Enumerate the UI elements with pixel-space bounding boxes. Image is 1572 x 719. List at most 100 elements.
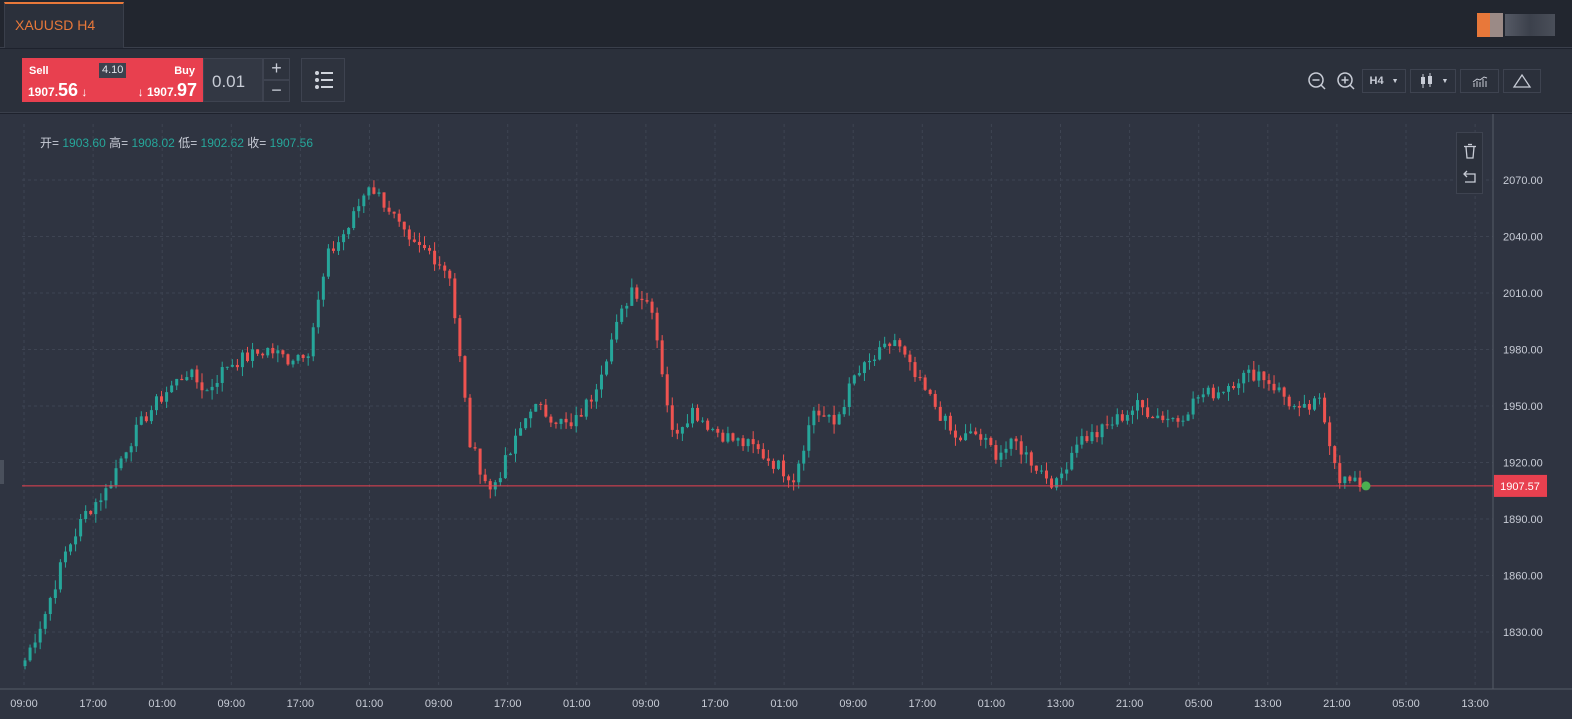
candle-body xyxy=(817,410,821,416)
order-list-button[interactable] xyxy=(301,58,345,102)
candle-body xyxy=(812,410,816,426)
candle-body xyxy=(256,349,260,354)
lot-size-input[interactable]: 0.01 xyxy=(203,58,263,102)
candle-body xyxy=(301,354,305,359)
candle-body xyxy=(114,468,118,486)
timeframe-select[interactable]: H4 ▼ xyxy=(1362,69,1406,93)
close-label: 收= xyxy=(247,136,267,150)
candle-body xyxy=(215,382,219,387)
open-label: 开= xyxy=(40,136,60,150)
chart-area[interactable]: 2070.00 2040.00 2010.00 1980.00 1950.00 1920.… xyxy=(0,114,1572,719)
candle-body xyxy=(1110,424,1114,426)
x-tick-label: 05:00 xyxy=(1392,698,1420,710)
candle-body xyxy=(28,647,32,661)
candle-body xyxy=(923,377,927,390)
candle-body xyxy=(832,414,836,425)
sell-label: Sell xyxy=(29,65,49,77)
y-tick-label: 1860.00 xyxy=(1503,571,1543,583)
low-value: 1902.62 xyxy=(200,136,244,150)
candle-body xyxy=(1211,387,1215,399)
y-tick-label: 1830.00 xyxy=(1503,627,1543,639)
candle-body xyxy=(979,434,983,440)
candle-body xyxy=(129,446,133,453)
candle-body xyxy=(913,362,917,378)
undo-icon[interactable] xyxy=(1462,169,1478,185)
indicators-icon xyxy=(1472,76,1487,87)
trash-icon[interactable] xyxy=(1462,143,1478,159)
high-label: 高= xyxy=(109,136,129,150)
candle-body xyxy=(1019,441,1023,455)
chart-type-select[interactable]: ▼ xyxy=(1410,69,1456,93)
candle-body xyxy=(1323,397,1327,423)
candle-body xyxy=(38,628,42,643)
drawing-tools-button[interactable] xyxy=(1503,69,1541,93)
candle-body xyxy=(286,354,290,365)
candle-body xyxy=(1100,424,1104,438)
candle-body xyxy=(443,265,447,271)
candle-body xyxy=(463,356,467,398)
sell-price-small: 1907. xyxy=(28,85,59,99)
candle-body xyxy=(847,383,851,408)
candle-body xyxy=(1237,383,1241,389)
candle-body xyxy=(746,439,750,447)
lot-increase-button[interactable]: + xyxy=(263,58,290,80)
candle-body xyxy=(352,211,356,229)
candle-body xyxy=(1075,444,1079,453)
zoom-in-icon[interactable] xyxy=(1334,69,1358,93)
candle-body xyxy=(1070,452,1074,470)
candle-body xyxy=(680,427,684,434)
candle-body xyxy=(867,360,871,363)
candle-body xyxy=(104,488,108,501)
candle-body xyxy=(1065,469,1069,474)
x-tick-label: 01:00 xyxy=(563,698,591,710)
user-name-blurred[interactable] xyxy=(1505,14,1555,36)
candle-body xyxy=(144,416,148,422)
chart-side-toolbar xyxy=(1456,132,1483,194)
candle-body xyxy=(1348,476,1352,481)
lot-decrease-button[interactable]: − xyxy=(263,80,290,102)
candle-body xyxy=(635,287,639,299)
zoom-out-icon[interactable] xyxy=(1305,69,1329,93)
candle-body xyxy=(180,378,184,381)
x-tick-label: 13:00 xyxy=(1461,698,1489,710)
candle-body xyxy=(974,431,978,435)
candle-body xyxy=(483,474,487,482)
candle-body xyxy=(326,248,330,277)
candle-body xyxy=(397,213,401,222)
candlestick-chart[interactable]: 2070.00 2040.00 2010.00 1980.00 1950.00 1920.… xyxy=(0,114,1572,719)
candle-body xyxy=(1120,414,1124,421)
candle-body xyxy=(271,347,275,354)
candle-body xyxy=(331,248,335,251)
candle-body xyxy=(89,510,93,515)
candle-body xyxy=(190,369,194,378)
candle-body xyxy=(1242,372,1246,384)
candle-body xyxy=(1328,422,1332,447)
candle-body xyxy=(1201,394,1205,398)
candle-body xyxy=(751,439,755,445)
candle-body xyxy=(959,437,963,441)
candle-body xyxy=(953,430,957,438)
high-value: 1908.02 xyxy=(131,136,175,150)
candle-body xyxy=(615,321,619,340)
candle-body xyxy=(23,660,27,667)
candle-body xyxy=(124,452,128,459)
candle-body xyxy=(402,221,406,230)
candle-body xyxy=(94,502,98,515)
panel-resize-handle[interactable] xyxy=(0,460,4,484)
user-avatar[interactable] xyxy=(1477,13,1503,37)
candle-body xyxy=(367,187,371,196)
candle-body xyxy=(741,438,745,447)
candle-body xyxy=(605,361,609,375)
candle-body xyxy=(893,340,897,347)
candle-body xyxy=(519,428,523,436)
candle-body xyxy=(63,551,67,563)
indicators-button[interactable] xyxy=(1460,69,1499,93)
candle-body xyxy=(640,298,644,301)
ohlc-legend: 开= 1903.60 高= 1908.02 低= 1902.62 收= 1907… xyxy=(40,134,313,151)
candle-body xyxy=(584,399,588,417)
tab-xauusd-h4[interactable]: XAUUSD H4 xyxy=(4,2,124,48)
candle-body xyxy=(594,389,598,402)
candle-body xyxy=(1277,387,1281,391)
close-value: 1907.56 xyxy=(269,136,314,150)
buy-button[interactable]: Buy ↓ 1907.97 xyxy=(114,58,203,102)
